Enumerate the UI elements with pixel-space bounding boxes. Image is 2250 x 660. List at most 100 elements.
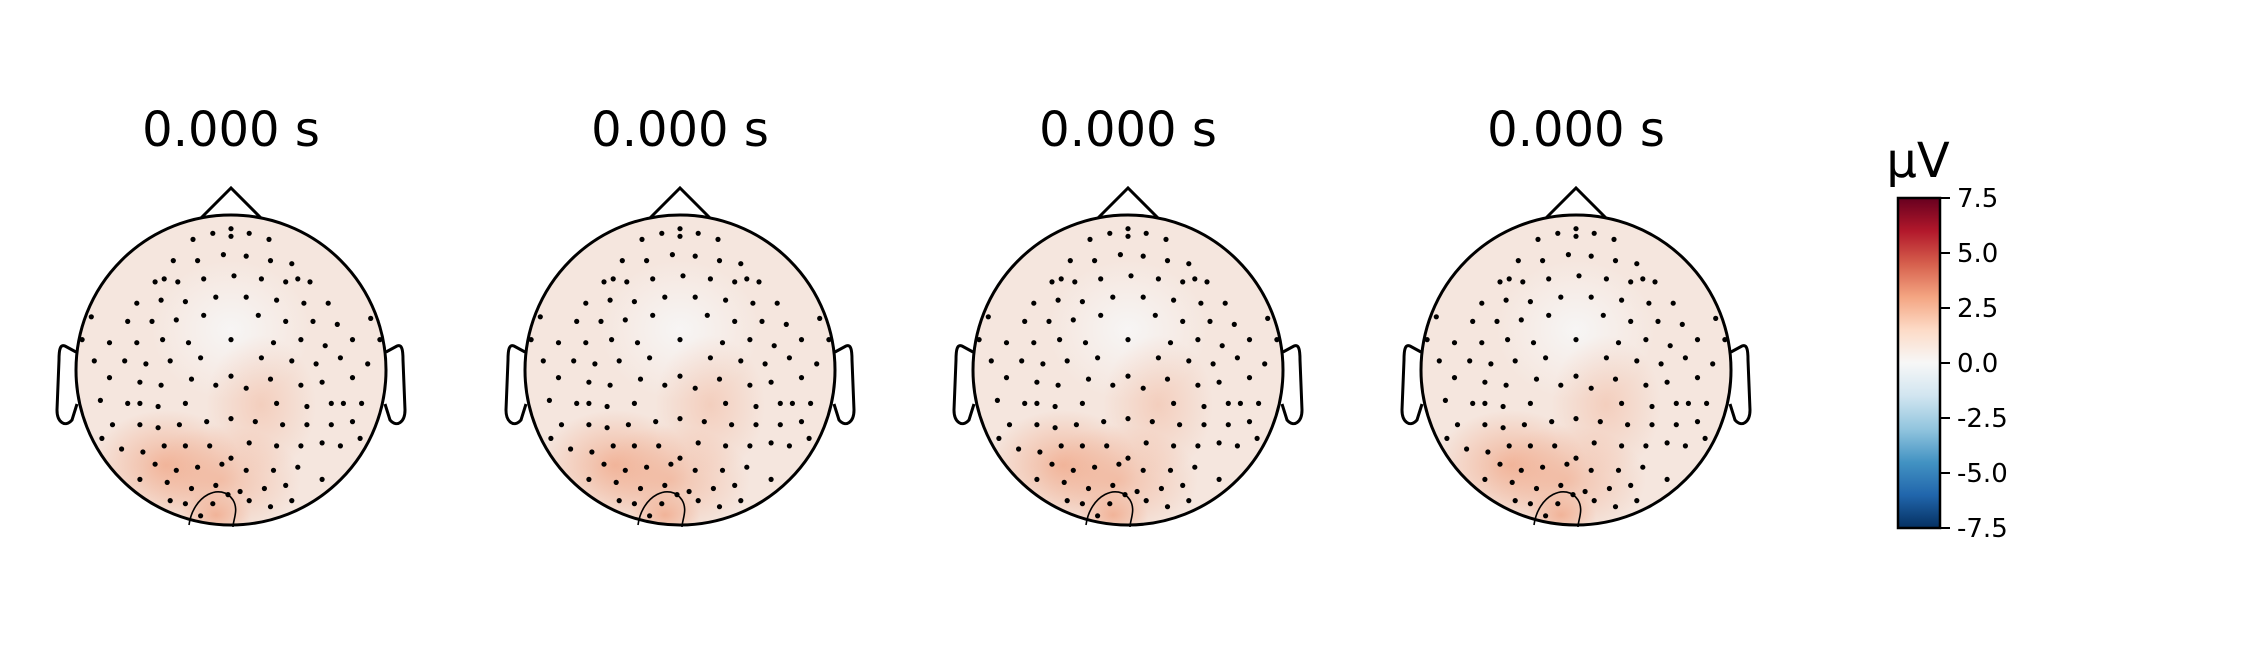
sensor-dot [1670,300,1676,306]
sensor-dot [1433,314,1439,320]
sensor-dot [798,375,805,381]
sensor-dot [1628,318,1634,324]
sensor-dot [1098,312,1104,318]
sensor-dot [744,276,750,282]
sensor-dot [298,382,304,388]
sensor-dot [1067,258,1073,264]
sensor-dot [1225,422,1231,428]
sensor-dot [1588,253,1594,259]
sensor-dot [1527,400,1533,406]
sensor-dot [1140,467,1146,473]
sensor-dot [1087,236,1093,242]
sensor-dot [650,312,656,318]
sensor-dot [195,258,201,264]
sensor-dot [337,443,343,449]
sensor-dot [707,276,714,282]
sensor-dot [631,400,638,406]
sensor-dot [1128,273,1134,279]
sensor-dot [155,425,161,431]
sensor-dot [1234,355,1240,361]
sensor-dot [289,261,295,267]
sensor-dot [1143,440,1149,446]
sensor-dot [1520,279,1526,285]
sensor-dot [1573,226,1579,232]
sensor-dot [1570,492,1576,498]
sensor-dot [604,425,610,431]
sensor-dot [1509,479,1515,485]
sensor-dot [170,258,176,264]
sensor-dot [1643,443,1649,449]
sensor-dot [647,355,653,361]
sensor-dot [1558,482,1564,488]
sensor-dot [601,461,607,467]
sensor-dot [1092,464,1098,470]
sensor-dot [558,422,565,428]
sensor-dot [686,488,692,495]
sensor-dot [1198,300,1204,306]
sensor-dot [1073,422,1079,428]
sensor-dot [1612,504,1619,510]
sensor-dot [359,400,365,406]
sensor-dot [723,443,729,449]
sensor-dot [710,485,717,492]
sensor-dot [228,226,234,232]
sensor-dot [283,279,289,285]
sensor-dot [607,297,613,303]
sensor-dot [322,343,328,349]
sensor-dot [1155,276,1161,282]
sensor-dot [1588,467,1594,473]
sensor-dot [1464,446,1470,452]
sensor-dot [1055,382,1061,388]
sensor-dot [219,461,225,467]
left-ear [1400,344,1424,426]
sensor-dot [246,498,252,504]
sensor-dot [1591,498,1597,504]
sensor-dot [201,276,207,282]
sensor-dot [231,273,237,279]
sensor-dot [669,252,676,258]
sensor-dot [1573,373,1579,379]
panel-title: 0.000 s [142,102,320,158]
sensor-dot [1116,461,1122,467]
sensor-dot [996,435,1002,441]
sensor-dot [1451,340,1458,346]
sensor-dot [826,337,832,343]
sensor-dot [119,446,125,452]
sensor-dot [677,373,683,379]
left-ear [55,344,79,426]
sensor-dot [1710,361,1716,367]
sensor-dot [295,464,301,470]
sensor-dot [1442,397,1448,403]
sensor-dot [637,485,644,492]
sensor-dot [1231,321,1237,327]
sensor-dot [723,400,729,406]
sensor-dot [1682,355,1688,361]
sensor-dot [1262,361,1268,367]
sensor-dot [1225,400,1231,406]
sensor-dot [662,382,668,388]
sensor-dot [1195,337,1201,343]
sensor-dot [1506,443,1512,449]
sensor-dot [540,358,546,364]
sensor-dot [1219,343,1225,349]
sensor-dot [1535,236,1541,242]
sensor-dot [1207,318,1213,324]
sensor-dot [589,449,595,455]
nose [1544,185,1608,220]
sensor-dot [1591,440,1597,446]
sensor-dot [1658,361,1664,367]
sensor-dot [1034,379,1040,385]
sensor-dot [349,337,356,343]
sensor-dot [246,440,252,446]
sensor-dot [134,340,140,346]
sensor-dot [701,419,707,425]
sensor-dot [1210,361,1216,367]
sensor-dot [1031,340,1037,346]
sensor-dot [1649,422,1655,428]
sensor-dot [1482,422,1488,428]
sensor-dot [1082,340,1089,346]
sensor-dot [301,300,307,306]
sensor-dot [1180,318,1186,324]
sensor-dot [137,400,143,406]
topomap-field [1421,215,1731,525]
